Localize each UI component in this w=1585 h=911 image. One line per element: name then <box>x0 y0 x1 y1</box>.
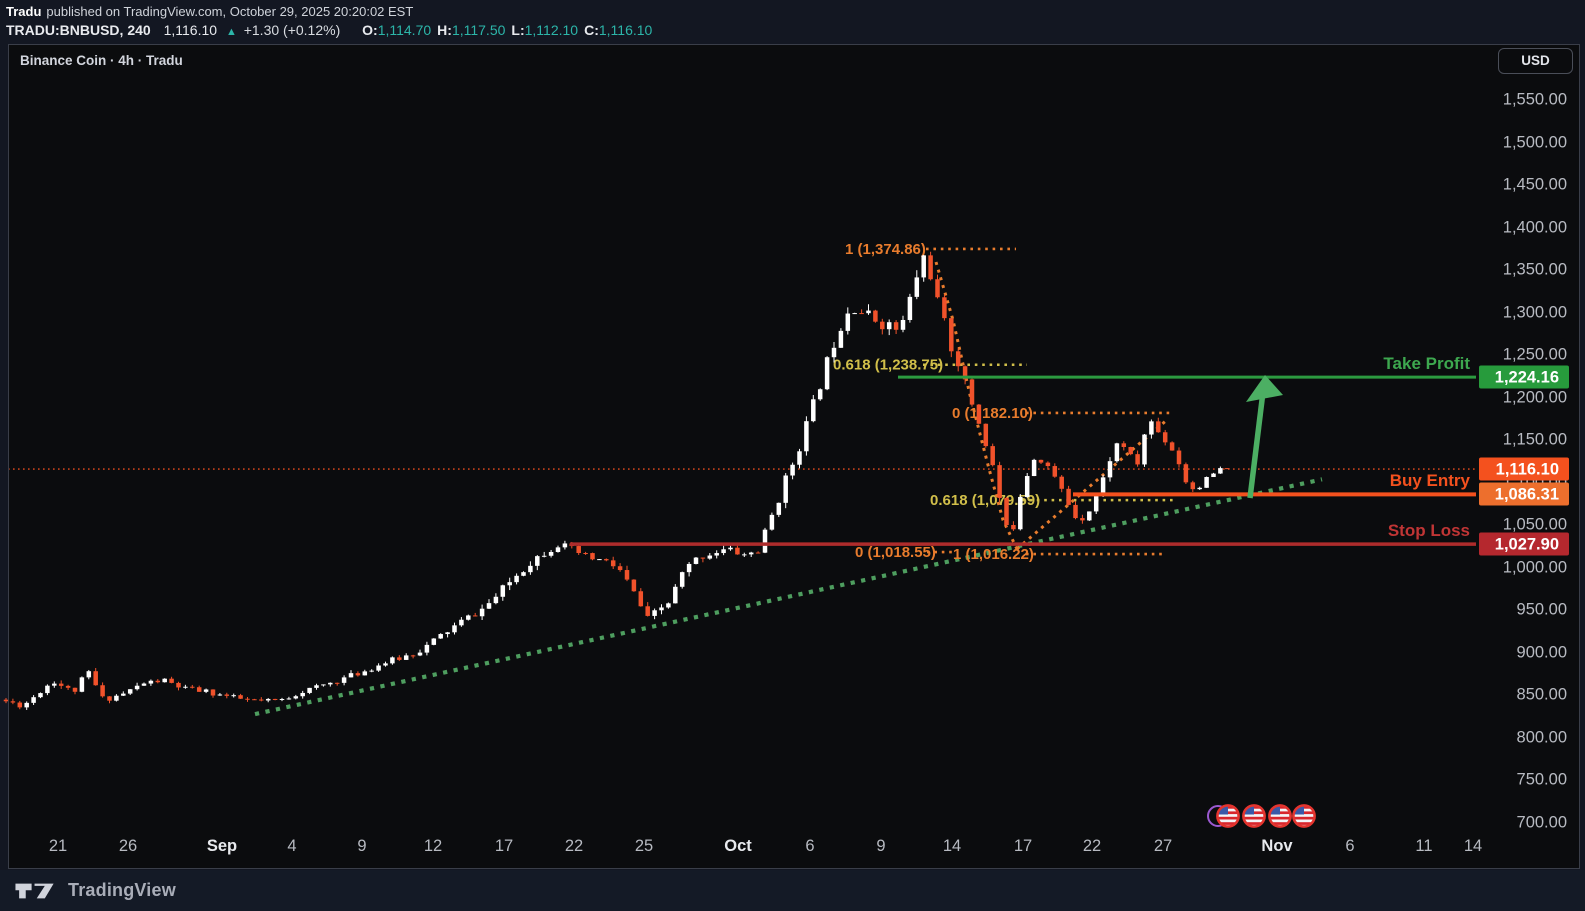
time-tick-label: 25 <box>634 837 654 855</box>
price-tick-label: 850.00 <box>1516 685 1567 704</box>
byline-author: Tradu <box>6 4 42 19</box>
price-tick-label: 900.00 <box>1516 643 1567 662</box>
price-change: +1.30 (+0.12%) <box>243 22 341 38</box>
price-tick-label: 1,050.00 <box>1502 515 1567 534</box>
support-trendline[interactable] <box>254 477 1323 717</box>
symbol-row: TRADU:BNBUSD, 240 1,116.10 ▲ +1.30 (+0.1… <box>6 22 652 38</box>
candles-layer <box>3 251 1230 710</box>
time-tick-label: 27 <box>1153 837 1173 855</box>
chart-legend-title[interactable]: Binance Coin · 4h · Tradu <box>20 53 183 68</box>
ohlc-label: O: <box>362 22 378 38</box>
time-tick-label: 6 <box>805 837 815 855</box>
price-tick-label: 750.00 <box>1516 770 1567 789</box>
us-flag-event-icon[interactable] <box>1269 805 1291 827</box>
time-tick-label: 14 <box>942 837 962 855</box>
price-tick-label: 1,500.00 <box>1502 133 1567 152</box>
time-tick-label: 11 <box>1415 837 1433 855</box>
event-flag-ring <box>1216 804 1240 828</box>
price-badge-stop_loss[interactable]: 1,027.90 <box>1479 532 1569 556</box>
ohlc-value: 1,114.70 <box>377 22 432 38</box>
ohlc-value: 1,112.10 <box>524 22 579 38</box>
fib-level-label: 0 (1,018.55) <box>855 544 936 561</box>
fib-level-label: 1 (1,016.22) <box>953 546 1034 563</box>
ohlc-label: L: <box>511 22 525 38</box>
chart-pane-background <box>9 45 1579 868</box>
tradingview-logo-icon[interactable] <box>14 878 58 904</box>
time-tick-label: 4 <box>287 837 297 855</box>
pattern-descent-dotted-line <box>934 261 1019 550</box>
currency-usd-button[interactable]: USD <box>1498 48 1573 74</box>
time-tick-label: 21 <box>48 837 68 855</box>
symbol-name[interactable]: TRADU:BNBUSD, 240 <box>6 22 151 38</box>
time-tick-label: 9 <box>876 837 886 855</box>
price-tick-label: 1,200.00 <box>1502 388 1567 407</box>
buy_entry-label: Buy Entry <box>1389 471 1470 491</box>
time-tick-label: 17 <box>494 837 514 855</box>
last-price: 1,116.10 <box>163 22 218 38</box>
price-tick-label: 1,150.00 <box>1502 430 1567 449</box>
us-flag-event-icon[interactable] <box>1217 805 1239 827</box>
price-tick-label: 1,000.00 <box>1502 558 1567 577</box>
fib-level-label: 0.618 (1,079.59) <box>930 492 1040 509</box>
price-badge-current: 1,116.10 <box>1479 457 1569 481</box>
price-tick-label: 800.00 <box>1516 728 1567 747</box>
ohlc-value: 1,116.10 <box>598 22 653 38</box>
ohlc-value: 1,117.50 <box>451 22 506 38</box>
price-tick-label: 1,250.00 <box>1502 345 1567 364</box>
price-tick-label: 1,450.00 <box>1502 175 1567 194</box>
price-tick-label: 950.00 <box>1516 600 1567 619</box>
fib-level-label: 0 (1,182.10) <box>952 405 1033 422</box>
time-tick-label: 22 <box>564 837 584 855</box>
time-tick-label: 9 <box>357 837 367 855</box>
time-tick-label: 14 <box>1463 837 1483 855</box>
us-flag-event-icon[interactable] <box>1293 805 1315 827</box>
footer-bar: TradingView <box>0 870 1585 911</box>
time-tick-label: 26 <box>118 837 138 855</box>
ohlc-label: H: <box>437 22 452 38</box>
stop_loss-label: Stop Loss <box>1387 521 1470 541</box>
price-tick-label: 1,550.00 <box>1502 90 1567 109</box>
ohlc-values: O:1,114.70 H:1,117.50 L:1,112.10 C:1,116.10 <box>356 22 652 38</box>
projection-arrow <box>1247 391 1266 499</box>
time-tick-label: 6 <box>1345 837 1355 855</box>
time-tick-label: 17 <box>1013 837 1033 855</box>
pattern-ascent-dotted-line <box>1016 417 1169 551</box>
time-tick-label: Sep <box>206 837 238 855</box>
ohlc-label: C: <box>584 22 599 38</box>
tradingview-brand-text[interactable]: TradingView <box>68 880 176 900</box>
fib-level-label: 0.618 (1,238.75) <box>833 357 943 374</box>
price-tick-label: 1,300.00 <box>1502 303 1567 322</box>
price-badge-buy_entry[interactable]: 1,086.31 <box>1479 482 1569 506</box>
price-tick-label: 1,350.00 <box>1502 260 1567 279</box>
take_profit-label: Take Profit <box>1383 354 1470 374</box>
price-badge-take_profit[interactable]: 1,224.16 <box>1479 365 1569 389</box>
price-tick-label: 700.00 <box>1516 813 1567 832</box>
event-flag-ring <box>1242 804 1266 828</box>
time-tick-label: Oct <box>724 837 752 855</box>
byline-text: published on TradingView.com, October 29… <box>46 4 414 19</box>
projection-arrow-head-icon <box>1246 375 1283 402</box>
byline: Tradu published on TradingView.com, Octob… <box>6 4 413 19</box>
time-tick-label: Nov <box>1261 837 1293 855</box>
event-flag-ring <box>1292 804 1316 828</box>
up-arrow-icon: ▲ <box>225 26 237 38</box>
event-flag-ring <box>1268 804 1292 828</box>
time-tick-label: 12 <box>423 837 443 855</box>
fib-level-label: 1 (1,374.86) <box>845 241 926 258</box>
us-flag-event-icon[interactable] <box>1243 805 1265 827</box>
time-tick-label: 22 <box>1082 837 1102 855</box>
price-tick-label: 1,400.00 <box>1502 218 1567 237</box>
